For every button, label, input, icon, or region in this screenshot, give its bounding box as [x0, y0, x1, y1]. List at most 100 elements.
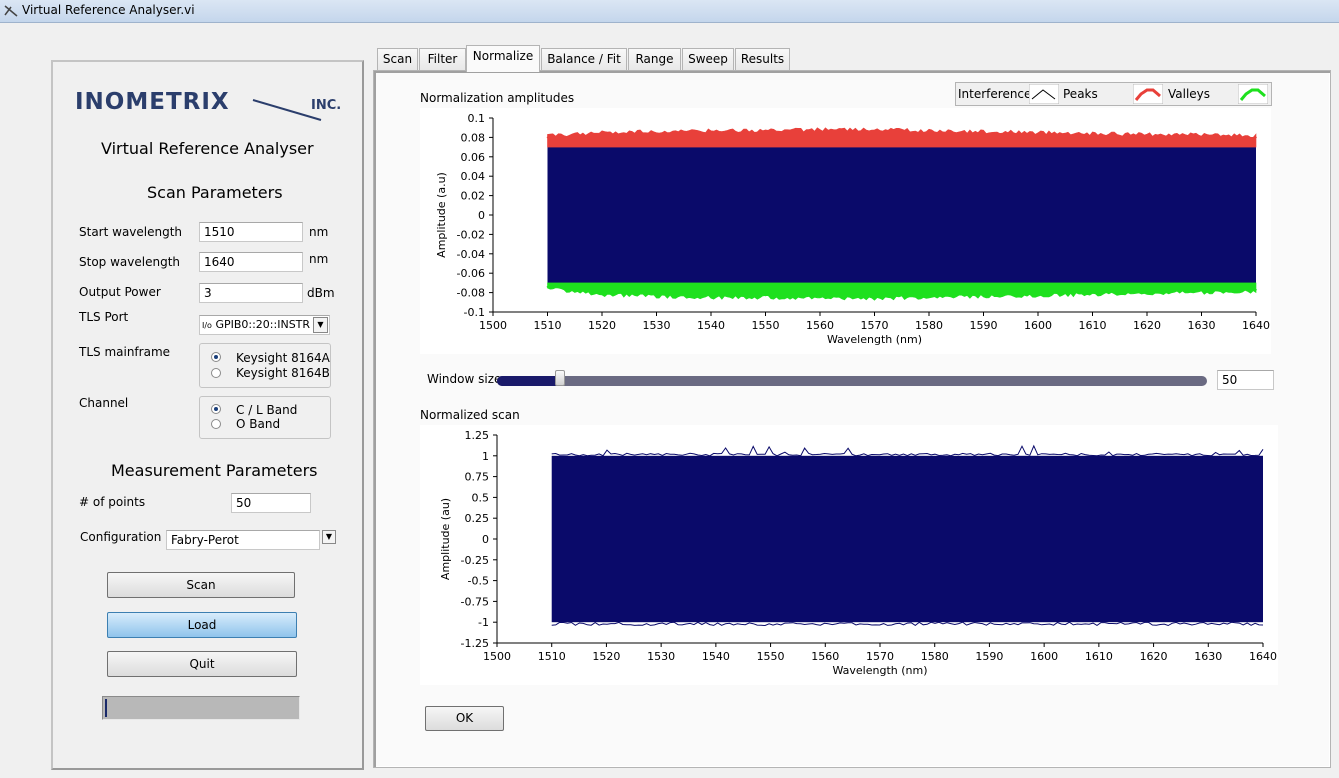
y-tick-label: 0.25	[465, 512, 490, 525]
mainframe-option-b: Keysight 8164B	[236, 366, 330, 380]
stop-unit: nm	[309, 252, 329, 266]
scan-button[interactable]: Scan	[107, 572, 295, 598]
normalization-amplitudes-chart: 0.1 0.08 0.06 0.04 0.02 0 -0.02 -0.04 -0.06 -0.08…	[435, 112, 1270, 346]
legend-label-valleys: Valleys	[1168, 87, 1211, 101]
peak-point	[546, 136, 549, 139]
peak-point	[1200, 135, 1203, 138]
x-tick-label: 1520	[588, 319, 616, 332]
points-input[interactable]: 50	[231, 493, 311, 513]
channel-radio-group	[199, 396, 331, 439]
tab-sweep[interactable]: Sweep	[682, 48, 734, 70]
tab-results[interactable]: Results	[735, 48, 790, 70]
y-tick-label: -0.02	[457, 228, 485, 241]
radio-keysight-8164b[interactable]	[211, 368, 221, 378]
legend	[955, 82, 1272, 106]
x-tick-label: 1560	[806, 319, 834, 332]
x-tick-label: 1500	[479, 319, 507, 332]
load-button[interactable]: Load	[107, 612, 297, 638]
valley-point	[655, 293, 658, 296]
start-wavelength-label: Start wavelength	[79, 225, 183, 239]
y-tick-label: -1	[478, 616, 489, 629]
start-wavelength-input[interactable]: 1510	[199, 222, 303, 242]
quit-button[interactable]: Quit	[107, 651, 297, 677]
valley-point	[1146, 290, 1148, 293]
peak-point	[1037, 133, 1039, 136]
normalized-scan-chart: 1.2510.750.50.250-0.25-0.5-0.75-1-1.2515…	[439, 429, 1277, 677]
svg-text:INC.: INC.	[311, 98, 341, 113]
peak-point	[1091, 134, 1094, 137]
valley-point	[873, 295, 876, 298]
dropdown-arrow-icon[interactable]: ▼	[313, 317, 328, 333]
peak-point	[873, 130, 876, 133]
stop-wavelength-input[interactable]: 1640	[199, 252, 303, 272]
legend-interference-icon[interactable]	[1029, 84, 1059, 104]
svg-text:INOMETRIX: INOMETRIX	[75, 89, 230, 115]
x-tick-label: 1620	[1140, 650, 1168, 663]
x-tick-label: 1590	[970, 319, 998, 332]
y-tick-label: -0.1	[464, 306, 485, 319]
x-tick-label: 1540	[697, 319, 725, 332]
y-tick-label: -0.75	[461, 595, 489, 608]
peak-point	[601, 133, 603, 136]
y-tick-label: 0.5	[472, 491, 490, 504]
y-tick-label: -0.06	[457, 267, 485, 280]
configuration-value[interactable]: Fabry-Perot	[166, 530, 320, 550]
tls-port-value: GPIB0::20::INSTR	[215, 318, 311, 331]
window-size-label: Window size	[427, 372, 502, 386]
scan-bottom-edge	[551, 621, 1264, 627]
normalized-scan-plot[interactable]: 1.25 1 0.75 0.5 0.25 0 -0.25 -0.5 -0.75 -1 -1.25 15…	[420, 425, 1278, 685]
radio-cl-band[interactable]	[211, 404, 221, 414]
ok-button[interactable]: OK	[425, 706, 504, 731]
y-tick-label: 0.75	[465, 471, 490, 484]
normalization-amplitudes-plot[interactable]: 0.1 0.08 0.06 0.04 0.02 0 -0.02 -0.04 -0.06 -0.08…	[420, 108, 1271, 354]
radio-o-band[interactable]	[211, 419, 221, 429]
legend-peaks-icon[interactable]	[1133, 84, 1163, 104]
interference-band	[551, 455, 1263, 623]
legend-valleys-icon[interactable]	[1238, 84, 1268, 104]
plot1-title: Normalization amplitudes	[420, 91, 575, 105]
tab-range[interactable]: Range	[628, 48, 681, 70]
stop-wavelength-label: Stop wavelength	[79, 255, 180, 269]
valley-point	[982, 293, 985, 296]
valley-point	[1091, 291, 1094, 294]
tab-balance-fit[interactable]: Balance / Fit	[541, 48, 627, 70]
valley-point	[1255, 288, 1257, 291]
window-title: Virtual Reference Analyser.vi	[22, 3, 195, 17]
x-tick-label: 1580	[921, 650, 949, 663]
valley-point	[928, 294, 930, 297]
tls-port-select[interactable]: I/o GPIB0::20::INSTR ▼	[199, 315, 330, 335]
x-tick-label: 1530	[647, 650, 675, 663]
x-tick-label: 1520	[592, 650, 620, 663]
x-tick-label: 1610	[1085, 650, 1113, 663]
window-size-slider-thumb[interactable]	[555, 370, 565, 386]
x-tick-label: 1500	[483, 650, 511, 663]
x-tick-label: 1640	[1242, 319, 1270, 332]
meas-params-heading: Measurement Parameters	[111, 461, 318, 480]
peak-point	[819, 130, 821, 133]
x-tick-label: 1630	[1188, 319, 1216, 332]
window-size-slider-track[interactable]	[497, 376, 1207, 386]
y-axis-label: Amplitude (a.u)	[435, 172, 448, 258]
x-tick-label: 1510	[538, 650, 566, 663]
valley-point	[1200, 289, 1203, 292]
output-power-input[interactable]: 3	[199, 283, 303, 303]
valley-point	[601, 291, 603, 294]
x-tick-label: 1510	[534, 319, 562, 332]
io-prefix-icon: I/o	[202, 321, 212, 330]
tab-normalize[interactable]: Normalize	[466, 45, 540, 72]
window-size-input[interactable]: 50	[1217, 370, 1274, 390]
peaks-envelope	[547, 127, 1257, 148]
peak-point	[982, 132, 985, 135]
configuration-dropdown-icon[interactable]: ▼	[322, 530, 336, 544]
x-tick-label: 1570	[866, 650, 894, 663]
valleys-envelope	[547, 282, 1257, 301]
tab-filter[interactable]: Filter	[419, 48, 466, 70]
radio-keysight-8164a[interactable]	[211, 352, 221, 362]
x-tick-label: 1640	[1249, 650, 1277, 663]
tab-scan[interactable]: Scan	[377, 48, 418, 70]
y-tick-label: -0.08	[457, 287, 485, 300]
x-tick-label: 1550	[752, 319, 780, 332]
channel-option-cl: C / L Band	[236, 403, 298, 417]
x-tick-label: 1560	[811, 650, 839, 663]
y-tick-label: -0.04	[457, 248, 485, 261]
